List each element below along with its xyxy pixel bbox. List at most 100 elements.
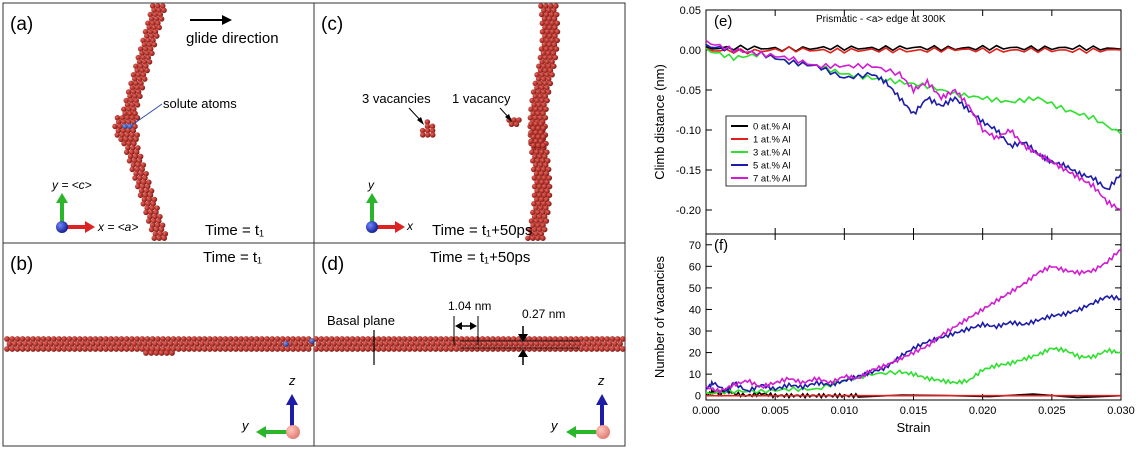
- atom: [143, 170, 149, 177]
- atom: [530, 235, 536, 241]
- atom: [76, 336, 83, 342]
- atom: [71, 346, 78, 352]
- atom: [502, 341, 509, 347]
- atom: [320, 341, 327, 347]
- atom: [537, 153, 543, 160]
- atom: [183, 341, 190, 347]
- atom: [535, 166, 542, 173]
- atom: [380, 336, 387, 342]
- axis-label-y-d: y: [550, 418, 559, 433]
- atom: [146, 24, 152, 31]
- atom: [539, 72, 545, 78]
- atom: [528, 231, 535, 237]
- atom: [115, 127, 122, 134]
- atom: [538, 138, 544, 144]
- atom: [135, 145, 141, 151]
- atom: [115, 119, 122, 125]
- atom: [137, 46, 144, 52]
- atom: [4, 336, 10, 342]
- atom: [132, 123, 138, 130]
- atom: [609, 336, 616, 342]
- atom: [357, 341, 363, 347]
- atom: [546, 16, 553, 22]
- atom: [535, 235, 541, 241]
- atom: [551, 7, 557, 14]
- atom: [89, 341, 96, 347]
- series-line: [705, 294, 1122, 395]
- atom: [134, 132, 140, 138]
- atom: [508, 341, 514, 347]
- atom: [9, 346, 16, 352]
- atom: [134, 166, 140, 173]
- atom: [593, 346, 600, 352]
- charts: 0.05 0.00 -0.05 -0.10 -0.15 -0.20 (e) Prismatic…: [652, 5, 1135, 435]
- atom: [143, 188, 150, 194]
- y-tick-label: 40: [689, 304, 701, 316]
- atom: [156, 7, 162, 14]
- atom: [583, 336, 590, 342]
- atom: [121, 341, 127, 347]
- atom: [535, 222, 541, 229]
- y-tick-label: 70: [689, 240, 701, 252]
- atom: [541, 201, 547, 207]
- atom: [269, 336, 276, 342]
- x-tick-label: 0.005: [761, 405, 789, 417]
- solute-atom: [283, 341, 289, 347]
- atom: [570, 341, 577, 347]
- atom: [152, 231, 159, 237]
- atom: [411, 346, 418, 352]
- atom: [145, 37, 151, 44]
- atom: [479, 336, 486, 342]
- atom: [123, 346, 130, 352]
- atom: [108, 336, 114, 342]
- atom: [87, 346, 94, 352]
- atom: [546, 175, 553, 181]
- atom: [125, 119, 132, 125]
- atom: [544, 84, 550, 91]
- atom: [339, 336, 345, 342]
- atom: [539, 341, 545, 347]
- atom: [567, 346, 574, 352]
- atom: [417, 346, 423, 352]
- atom: [131, 341, 138, 347]
- atom: [139, 67, 145, 74]
- atom: [132, 93, 138, 100]
- atom: [232, 346, 239, 352]
- atom: [32, 341, 39, 347]
- atom: [143, 209, 149, 216]
- atom: [540, 158, 546, 164]
- atom: [538, 170, 545, 177]
- atom: [22, 341, 28, 347]
- atom: [544, 59, 550, 65]
- atom: [557, 336, 564, 342]
- atom: [528, 341, 535, 347]
- atom: [137, 175, 143, 181]
- atom: [531, 183, 538, 190]
- atom: [333, 336, 340, 342]
- atom: [135, 162, 142, 168]
- atom: [253, 346, 260, 352]
- atom: [466, 341, 473, 347]
- atom: [219, 341, 226, 347]
- atom: [539, 149, 545, 155]
- series-line: [705, 45, 1122, 55]
- atom: [406, 336, 413, 342]
- atom: [540, 89, 547, 95]
- atom: [391, 336, 397, 342]
- atom: [146, 196, 153, 203]
- atom: [511, 117, 517, 123]
- atom: [469, 336, 475, 342]
- atom: [128, 136, 134, 143]
- atom: [542, 24, 548, 31]
- series-line: [705, 248, 1122, 395]
- atom: [136, 179, 142, 186]
- atom: [528, 138, 534, 144]
- atom: [328, 346, 335, 352]
- axis-triad-c: [366, 193, 405, 233]
- atom: [142, 192, 149, 198]
- atom: [95, 341, 101, 347]
- atom: [573, 336, 579, 342]
- atom: [538, 121, 544, 127]
- atom: [148, 16, 155, 22]
- atom: [139, 346, 146, 352]
